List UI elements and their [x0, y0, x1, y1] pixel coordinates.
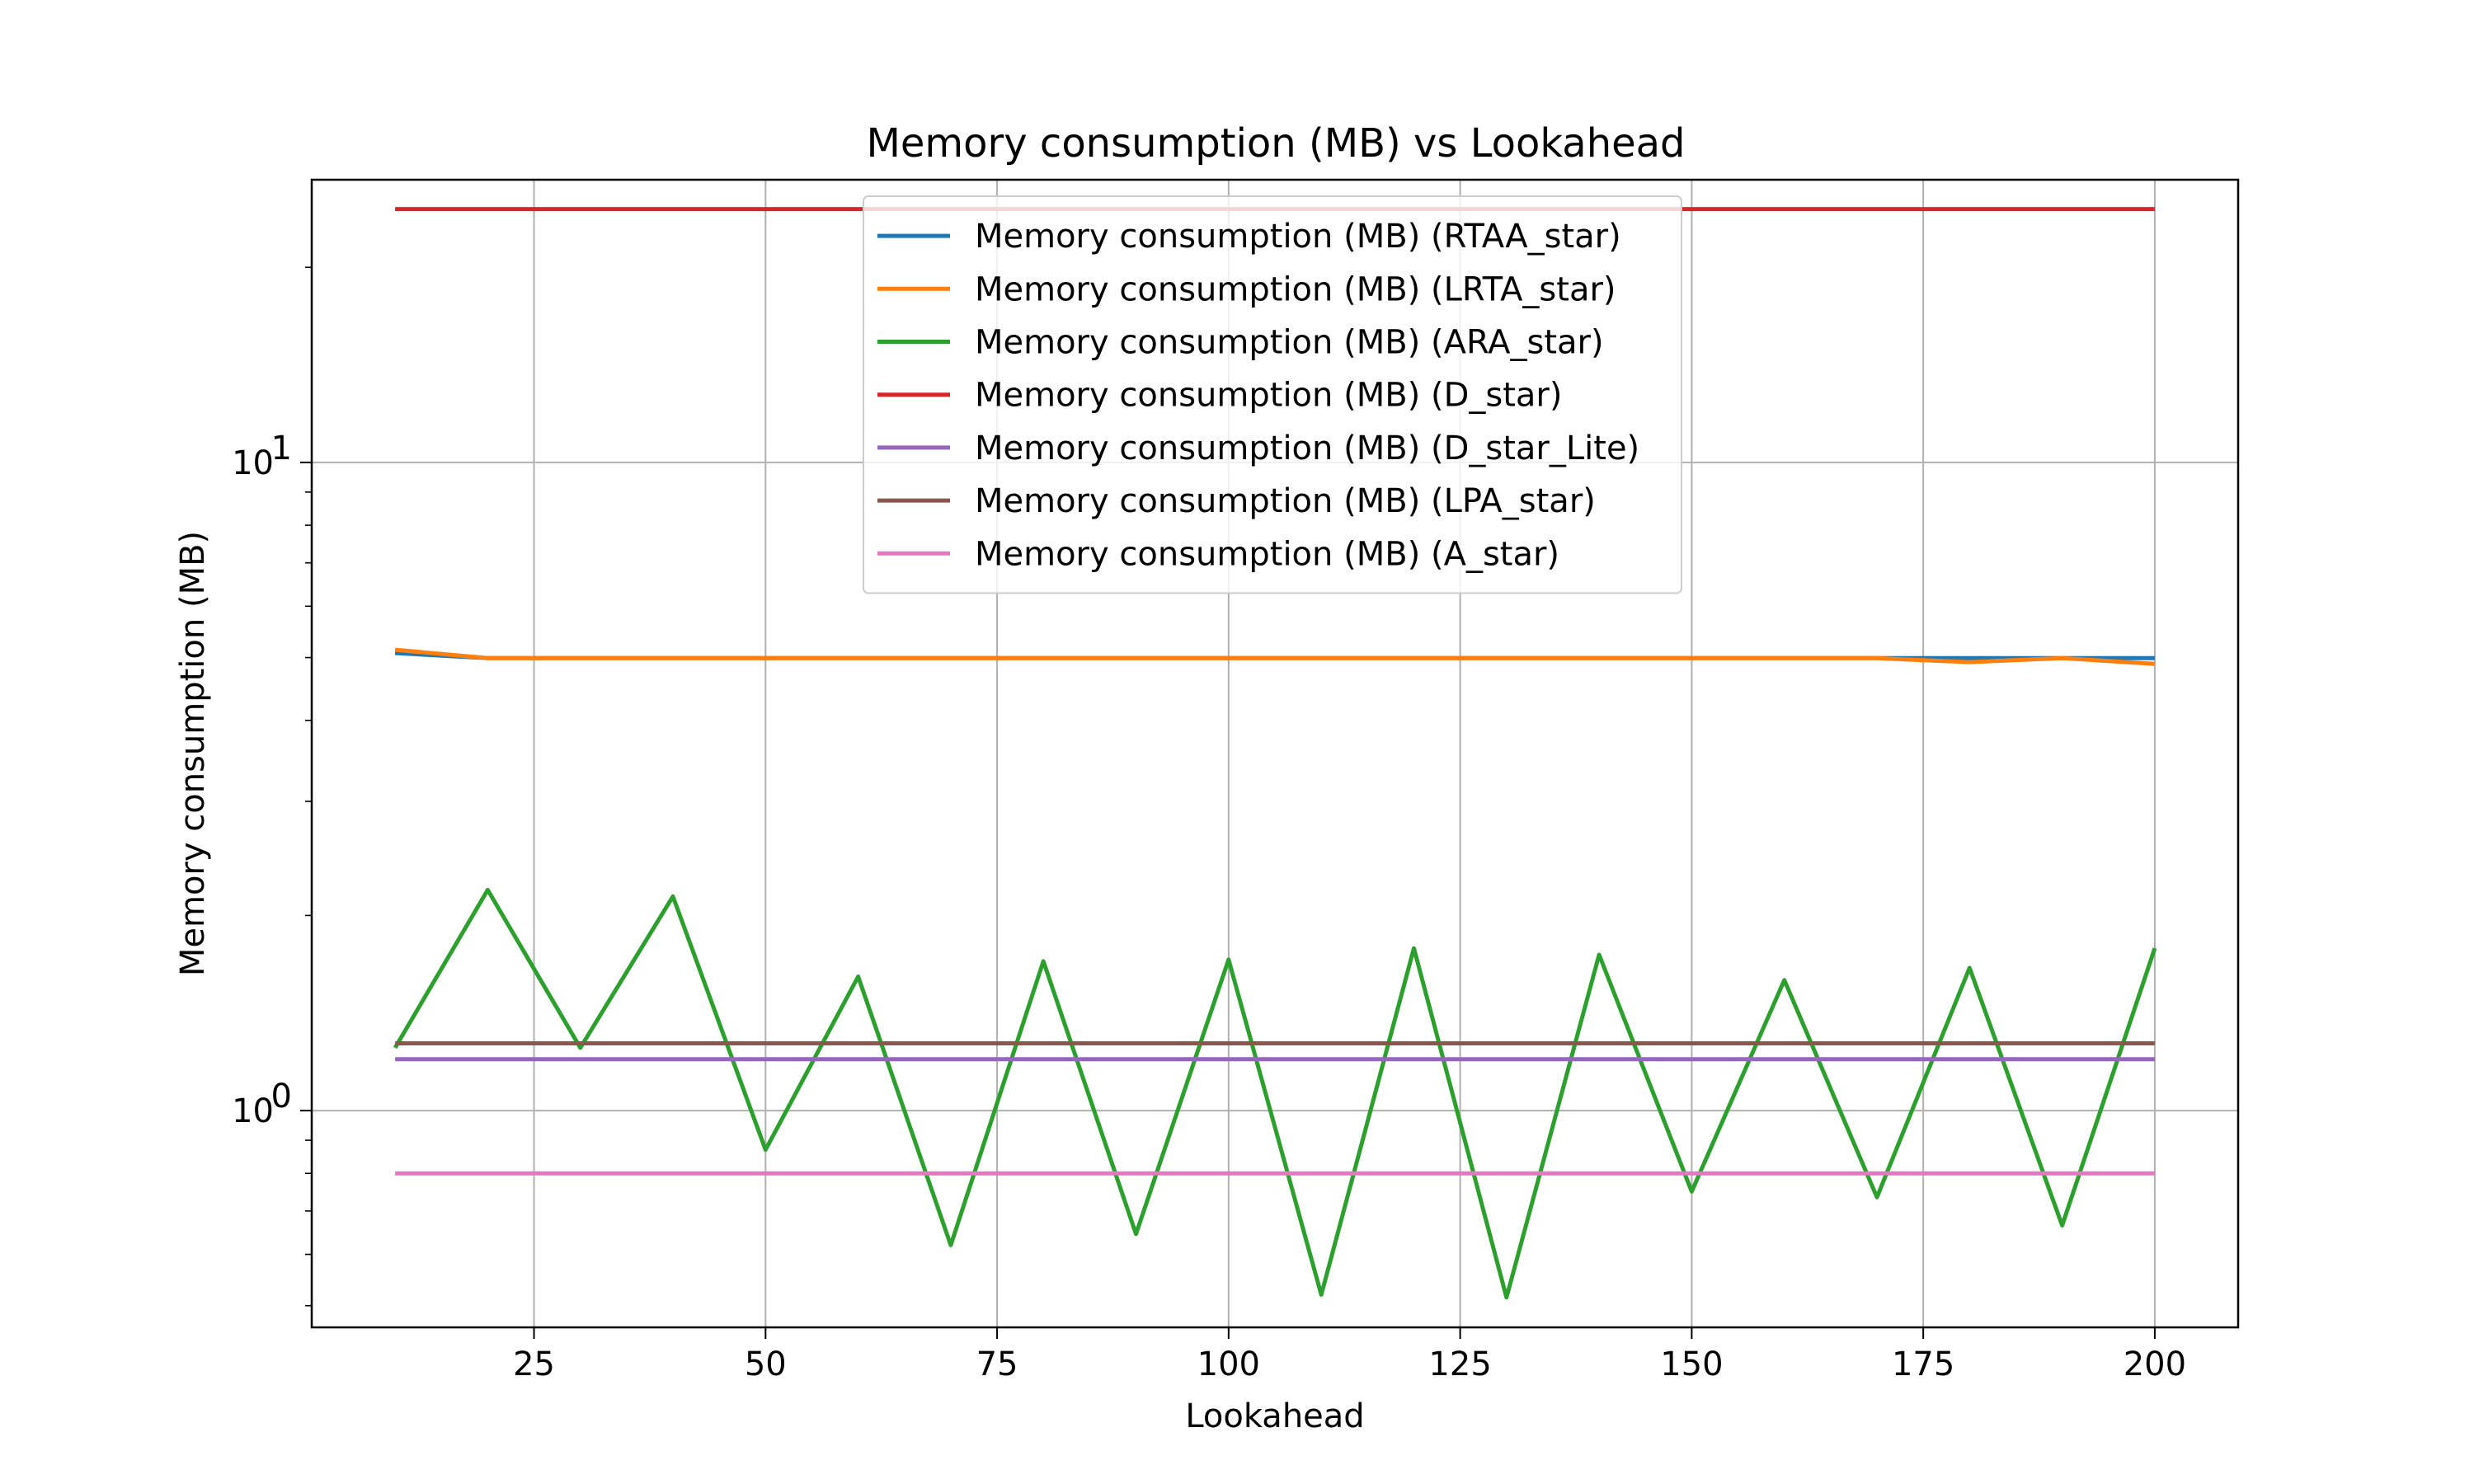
plot-frame: [310, 178, 2240, 1329]
x-tick-label: 25: [513, 1345, 555, 1383]
legend-label: Memory consumption (MB) (D_star_Lite): [975, 430, 1639, 467]
legend-label: Memory consumption (MB) (RTAA_star): [975, 218, 1621, 256]
legend-label: Memory consumption (MB) (LRTA_star): [975, 270, 1616, 308]
y-tick-label: 10: [232, 444, 274, 482]
x-tick-label: 150: [1660, 1345, 1723, 1383]
x-tick-label: 50: [745, 1345, 787, 1383]
x-tick-label: 75: [976, 1345, 1018, 1383]
x-tick-label: 100: [1197, 1345, 1260, 1383]
legend-box: [863, 195, 1682, 594]
y-tick-exponent: 0: [271, 1078, 292, 1115]
chart-title: Memory consumption (MB) vs Lookahead: [866, 120, 1685, 167]
series-line-3: [393, 887, 2157, 1300]
legend-label: Memory consumption (MB) (LPA_star): [975, 482, 1596, 520]
x-axis-title: Lookahead: [1185, 1397, 1364, 1435]
legend: Memory consumption (MB) (RTAA_star) Memor…: [863, 195, 1682, 594]
series-line-2: [394, 647, 2156, 666]
y-tick-label: 10: [232, 1092, 274, 1130]
legend-label: Memory consumption (MB) (A_star): [975, 535, 1559, 573]
x-tick-label: 175: [1892, 1345, 1954, 1383]
y-tick-exponent: 1: [271, 430, 292, 467]
x-tick-label: 125: [1428, 1345, 1491, 1383]
x-tick-label: 200: [2124, 1345, 2186, 1383]
legend-label: Memory consumption (MB) (D_star): [975, 377, 1562, 415]
legend-label: Memory consumption (MB) (ARA_star): [975, 324, 1604, 362]
y-axis-title: Memory consumption (MB): [174, 531, 212, 976]
